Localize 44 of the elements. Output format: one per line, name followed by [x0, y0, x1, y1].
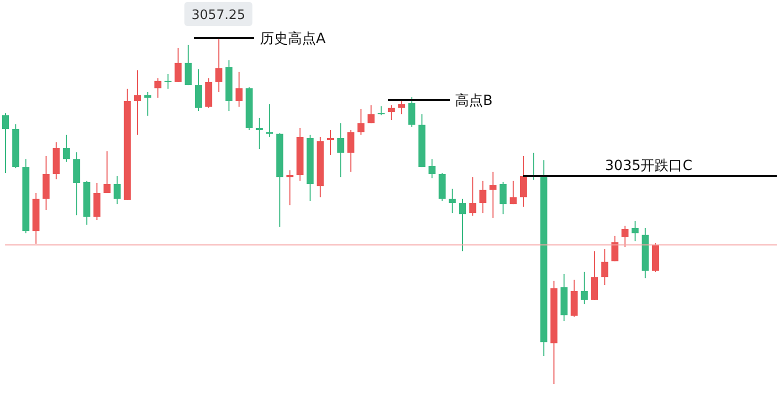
candlestick	[479, 180, 486, 214]
candlestick	[174, 48, 182, 82]
candlestick	[326, 130, 334, 156]
candlestick	[591, 250, 598, 300]
candlestick	[469, 176, 476, 216]
candlestick	[398, 100, 406, 115]
annotation: 高点B	[455, 93, 493, 109]
candlestick	[622, 225, 629, 248]
annotation: 历史高点A	[260, 31, 326, 47]
candlestick	[428, 158, 436, 179]
candlestick	[236, 71, 243, 108]
candlestick	[104, 150, 111, 194]
candlestick	[164, 73, 172, 90]
candlestick	[154, 78, 162, 98]
candlestick	[114, 176, 121, 205]
candlestick	[347, 130, 354, 172]
candlestick	[2, 112, 9, 174]
candlestick	[520, 155, 527, 208]
candlestick	[266, 104, 274, 138]
candlestick	[93, 182, 100, 220]
candlestick	[368, 104, 375, 124]
candlestick	[286, 170, 294, 206]
candlestick	[184, 44, 192, 86]
candlestick	[337, 122, 344, 178]
candlestick	[448, 188, 456, 214]
candlestick	[144, 91, 152, 116]
candlestick	[408, 96, 416, 128]
text: 3057.25	[191, 8, 246, 23]
candlestick	[62, 134, 70, 162]
candlestick	[388, 104, 395, 120]
candlestick	[510, 180, 517, 205]
candlestick	[459, 198, 466, 252]
candlestick	[357, 108, 364, 136]
candlestick	[215, 38, 222, 92]
ref-line-label: 3035开跌口C	[605, 158, 693, 174]
candlestick	[601, 248, 608, 286]
candlestick	[580, 271, 588, 305]
candlestick	[134, 70, 142, 136]
candlestick	[256, 117, 263, 150]
candlestick	[194, 68, 202, 112]
candlestick	[632, 220, 639, 242]
candlestick	[489, 171, 496, 218]
candlestick	[500, 181, 507, 215]
candlestick	[73, 152, 80, 216]
